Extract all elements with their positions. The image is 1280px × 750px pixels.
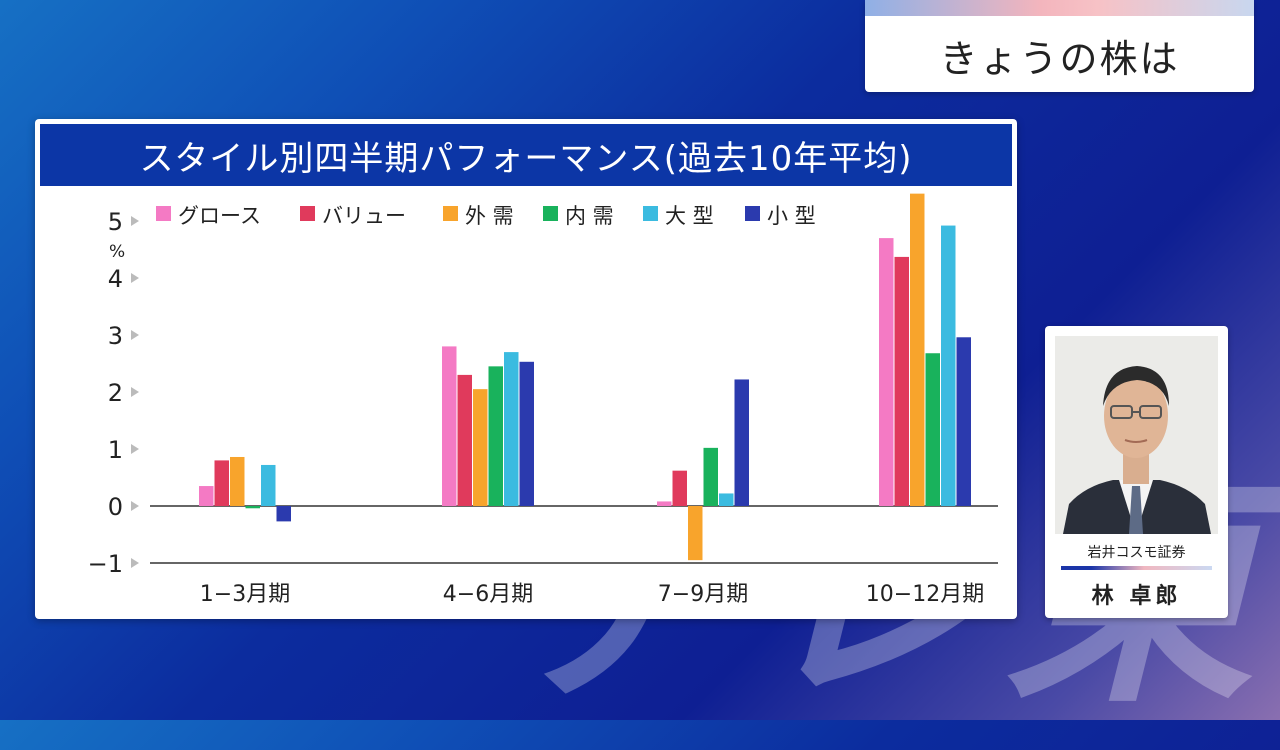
bar [703, 447, 718, 506]
x-tick-label: 1−3月期 [200, 582, 290, 607]
legend-swatch [745, 206, 760, 221]
bar [719, 493, 734, 506]
y-tick-label: 1 [108, 436, 123, 464]
legend-label: 小 型 [767, 204, 816, 228]
bar [941, 225, 956, 506]
y-tick-label: 4 [108, 265, 123, 293]
y-tick-label: 3 [108, 322, 123, 350]
legend-swatch [643, 206, 658, 221]
y-axis-label: % [109, 242, 125, 262]
bar [214, 460, 229, 506]
y-tick-label: 0 [108, 493, 123, 521]
y-tick-marker [131, 558, 139, 568]
legend-swatch [443, 206, 458, 221]
guest-name: 林 卓郎 [1091, 584, 1182, 609]
y-tick-marker [131, 444, 139, 454]
bar [276, 506, 291, 522]
legend-label: 外 需 [465, 204, 514, 228]
bar [879, 238, 894, 506]
bar [894, 256, 909, 506]
corner-title-panel: きょうの株は [865, 0, 1254, 92]
y-tick-label: 2 [108, 379, 123, 407]
bar [245, 506, 260, 509]
y-tick-marker [131, 501, 139, 511]
y-tick-marker [131, 216, 139, 226]
chart-title: スタイル別四半期パフォーマンス(過去10年平均) [40, 124, 1012, 186]
guest-company: 岩井コスモ証券 [1087, 545, 1186, 561]
y-tick-label: 5 [108, 208, 123, 236]
bar [672, 470, 687, 506]
bar [442, 346, 457, 506]
bar [734, 379, 749, 506]
chart-card: スタイル別四半期パフォーマンス(過去10年平均) −1 0 1 2 3 4 5% 1−3月期 4… [35, 119, 1017, 619]
y-tick-marker [131, 273, 139, 283]
y-tick-label: −1 [88, 550, 123, 578]
x-tick-label: 10−12月期 [866, 582, 984, 607]
bar [230, 456, 245, 506]
bar [519, 361, 534, 506]
bar [657, 501, 672, 506]
legend-label: 内 需 [565, 204, 614, 228]
x-tick-label: 4−6月期 [443, 582, 533, 607]
legend-swatch [156, 206, 171, 221]
legend-label: バリュー [322, 204, 406, 228]
legend-label: 大 型 [665, 204, 714, 228]
bar [688, 506, 703, 561]
bar [457, 374, 472, 506]
bar [925, 353, 940, 506]
bar [910, 193, 925, 506]
guest-card: 岩井コスモ証券 林 卓郎 [1045, 326, 1228, 618]
legend-swatch [543, 206, 558, 221]
y-tick-marker [131, 330, 139, 340]
bar [488, 366, 503, 506]
legend-label: グロース [178, 204, 261, 228]
guest-name-accent [1061, 566, 1212, 570]
bar [473, 389, 488, 506]
bar [261, 464, 276, 506]
bar [199, 486, 214, 506]
y-tick-marker [131, 387, 139, 397]
bar-chart: −1 0 1 2 3 4 5% 1−3月期 4−6月期 7−9月期 10−12月期 グロース バリュー 外… [88, 193, 998, 607]
corner-accent-bar [865, 0, 1254, 16]
legend-swatch [300, 206, 315, 221]
bar [504, 352, 519, 506]
guest-photo [1055, 336, 1218, 534]
bar [956, 337, 971, 506]
corner-title: きょうの株は [939, 37, 1180, 81]
x-tick-label: 7−9月期 [658, 582, 748, 607]
